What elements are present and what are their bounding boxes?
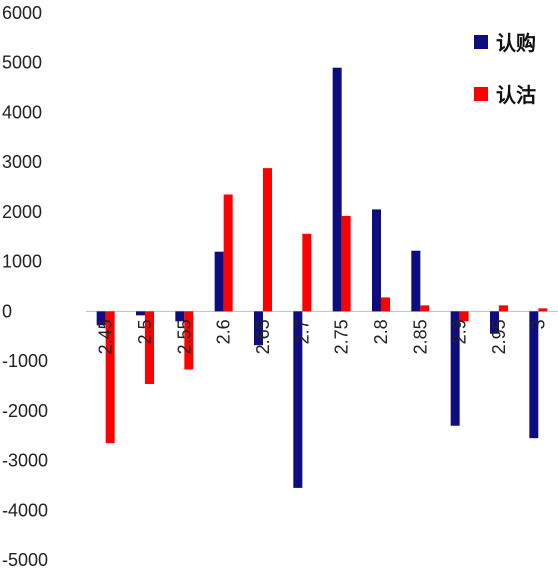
legend-label-put: 认沽: [496, 83, 536, 107]
bar-put-2.8: [381, 297, 390, 312]
x-tick-label: 2.9: [450, 319, 470, 344]
y-axis: 6000 5000 4000 3000 2000 1000 0 -1000 -2000 -3000…: [2, 3, 48, 570]
bar-call-2.75: [332, 67, 342, 312]
legend: 认购 认沽: [474, 31, 536, 107]
x-tick-label: 2.45: [96, 319, 116, 354]
legend-swatch-call: [474, 35, 488, 49]
y-tick-label: 1000: [2, 252, 42, 272]
bar-call-2.45: [96, 311, 106, 326]
bar-call-2.6: [214, 251, 224, 312]
bar-call-2.7: [293, 311, 303, 488]
bar-call-3: [529, 311, 539, 439]
bar-put-2.5: [145, 311, 154, 384]
x-tick-label: 2.75: [332, 319, 352, 354]
x-tick-label: 2.55: [174, 319, 194, 354]
y-tick-label: -1000: [2, 351, 48, 371]
x-tick-label: 2.65: [253, 319, 273, 354]
bar-put-2.65: [263, 168, 272, 312]
bar-call-2.65: [254, 311, 263, 346]
bar-put-2.85: [420, 305, 430, 312]
y-tick-label: 0: [2, 301, 12, 321]
y-tick-label: -2000: [2, 401, 48, 421]
bar-put-2.9: [459, 311, 469, 322]
legend-label-call: 认购: [496, 31, 536, 55]
bar-put-3: [538, 308, 548, 312]
x-tick-label: 2.7: [292, 319, 312, 344]
bar-call-2.8: [372, 209, 381, 312]
bar-put-2.95: [499, 305, 508, 312]
y-tick-label: 4000: [2, 102, 42, 122]
x-tick-label: 2.8: [371, 319, 391, 344]
y-tick-label: 6000: [2, 3, 42, 23]
y-tick-label: 3000: [2, 152, 42, 172]
bar-call-2.5: [136, 311, 145, 316]
x-axis: 2.45 2.5 2.55 2.6 2.65 2.7 2.75 2.8 2.85 2.9 2.95 3: [96, 319, 549, 354]
x-tick-label: 2.6: [214, 319, 234, 344]
legend-swatch-put: [474, 87, 488, 101]
bar-put-2.45: [105, 311, 115, 444]
bar-put-2.7: [302, 233, 312, 312]
bar-call-2.55: [175, 311, 185, 322]
bar-put-2.55: [184, 311, 194, 370]
y-tick-label: 5000: [2, 53, 42, 73]
bar-call-2.85: [411, 250, 421, 312]
x-tick-label: 3: [528, 319, 548, 329]
y-tick-label: -4000: [2, 500, 48, 520]
bar-put-2.75: [341, 215, 351, 312]
x-tick-label: 2.85: [410, 319, 430, 354]
bars: [96, 67, 548, 488]
y-tick-label: -5000: [2, 550, 48, 570]
y-tick-label: 2000: [2, 202, 42, 222]
bar-call-2.95: [490, 311, 499, 334]
y-tick-label: -3000: [2, 451, 48, 471]
bar-put-2.6: [223, 194, 233, 312]
bar-call-2.9: [450, 311, 460, 426]
x-tick-label: 2.5: [135, 319, 155, 344]
x-tick-label: 2.95: [489, 319, 509, 354]
